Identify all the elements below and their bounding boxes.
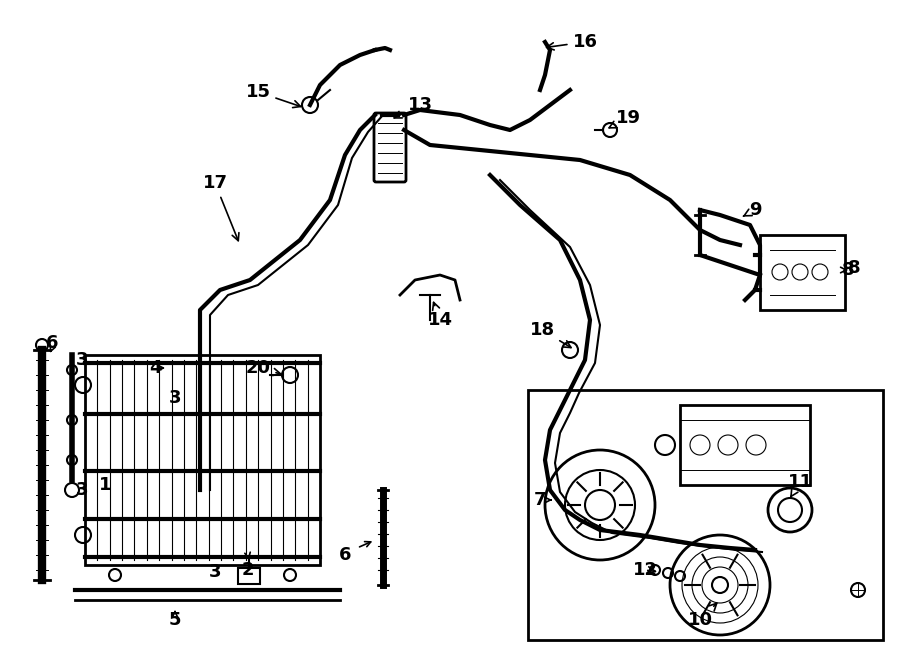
Text: 14: 14	[428, 302, 453, 329]
Bar	[528, 390, 883, 640]
Text: 16: 16	[546, 33, 598, 51]
Text: 9: 9	[743, 201, 761, 219]
Text: 6: 6	[338, 546, 351, 564]
Text: 8: 8	[842, 261, 854, 279]
Bar	[760, 235, 845, 310]
Text: 15: 15	[246, 83, 301, 108]
Text: 2: 2	[242, 561, 254, 579]
Text: 6: 6	[46, 334, 58, 352]
Text: 11: 11	[788, 473, 813, 496]
Text: 5: 5	[169, 611, 181, 629]
Text: 4: 4	[148, 359, 161, 377]
Text: 17: 17	[202, 174, 238, 241]
Bar	[238, 568, 260, 584]
Text: 20: 20	[246, 359, 281, 377]
Text: 3: 3	[169, 389, 181, 407]
Text: 3: 3	[76, 481, 88, 499]
Text: 1: 1	[99, 476, 112, 494]
Text: 3: 3	[209, 563, 221, 581]
Text: 12: 12	[633, 561, 658, 579]
Text: 10: 10	[688, 603, 716, 629]
Text: 3: 3	[76, 351, 88, 369]
Text: 19: 19	[609, 109, 641, 128]
Text: 13: 13	[394, 96, 433, 118]
Text: 7: 7	[534, 491, 546, 509]
Bar	[680, 405, 810, 485]
Text: 18: 18	[529, 321, 571, 348]
Text: 8: 8	[848, 259, 860, 277]
